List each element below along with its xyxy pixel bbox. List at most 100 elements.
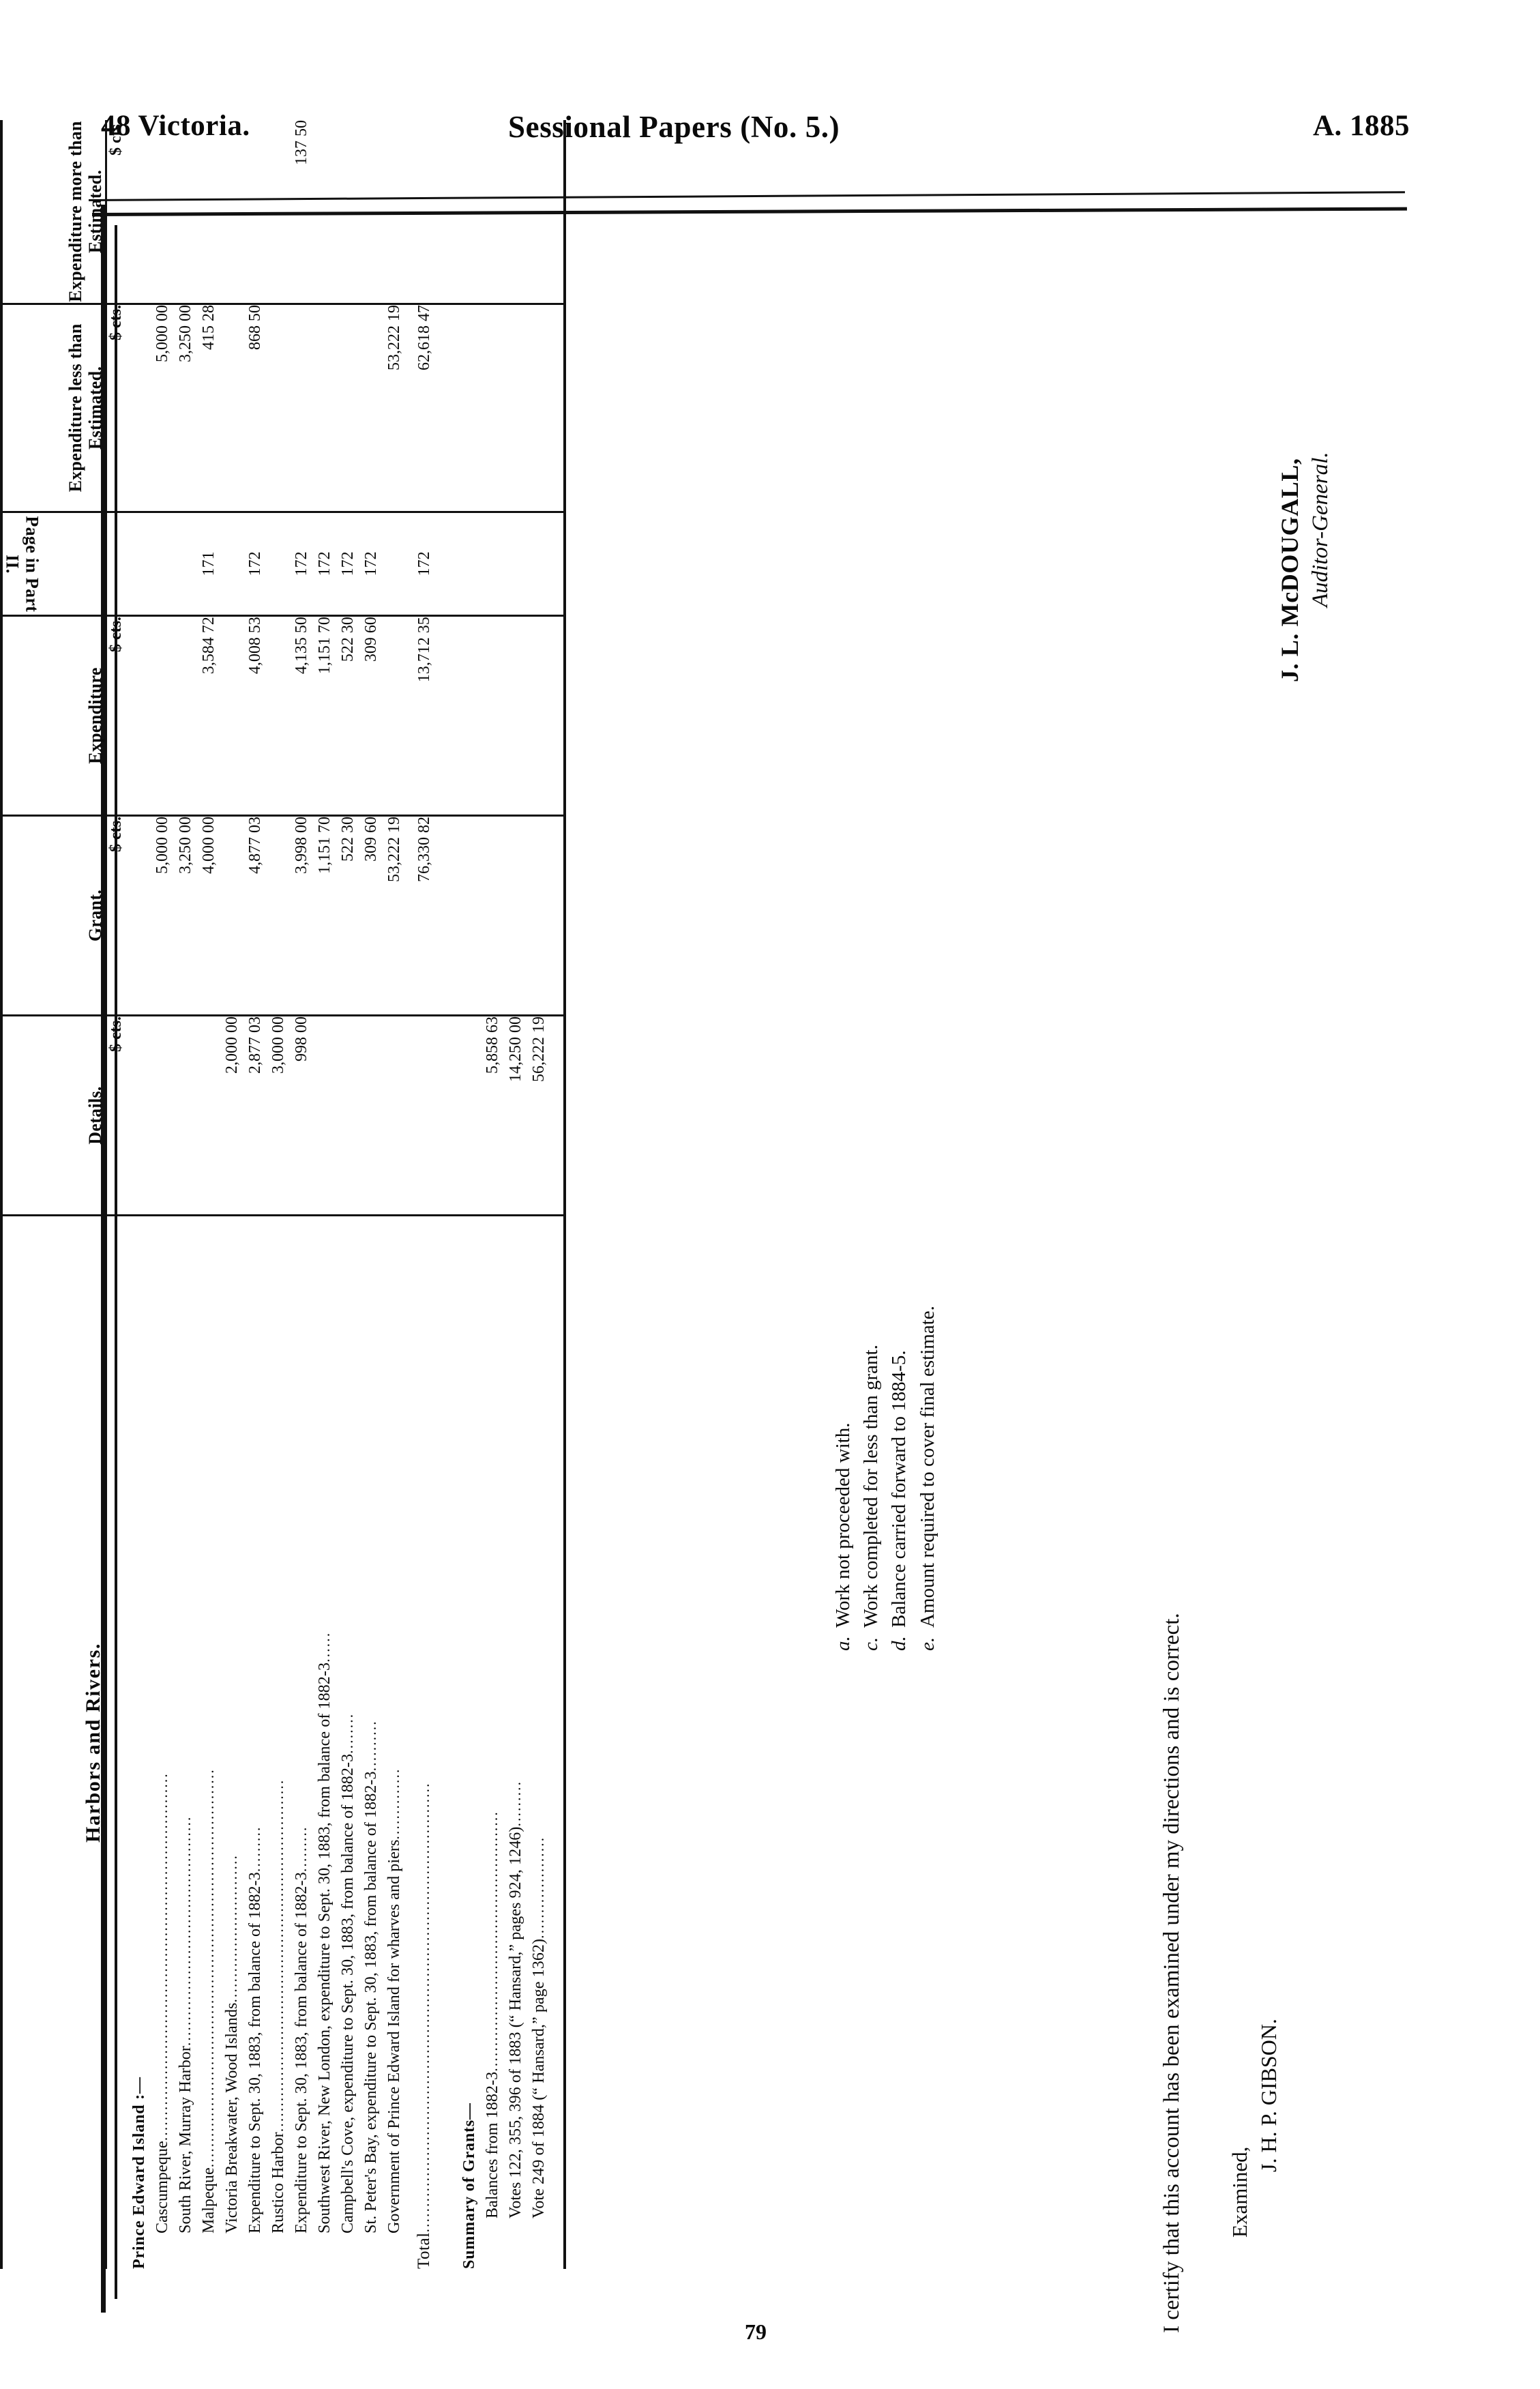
table-row: Expenditure to Sept. 30, 1883, from bala…	[288, 120, 311, 2269]
row-label: Southwest River, New London, expenditure…	[311, 1215, 334, 2269]
row-leader-dots: ........................................…	[153, 1772, 171, 2141]
summary-heading-details-cell	[456, 1015, 479, 1216]
row-grant: 309 60	[357, 815, 381, 1016]
column-header-expenditure: Expenditure	[1, 615, 106, 816]
group-heading-page-cell	[125, 512, 149, 616]
total-page: 172	[404, 512, 438, 616]
row-label: Malpeque................................…	[195, 1215, 218, 2269]
row-grant: 53,222 19	[381, 815, 404, 1016]
row-leader-dots: ........................................…	[200, 1768, 217, 2168]
total-more	[404, 120, 438, 304]
row-more: 137 50	[288, 120, 311, 304]
footnote-key: e.	[916, 1637, 938, 1651]
summary-body: Balances from 1882-3....................…	[479, 120, 548, 2269]
row-less	[357, 304, 381, 512]
table-row: Cascumpeque.............................…	[149, 120, 172, 2269]
total-label: Total	[415, 2232, 433, 2269]
summary-heading-grant-cell	[456, 815, 479, 1016]
row-more	[218, 120, 241, 304]
footnote-key: c.	[860, 1637, 883, 1651]
row-label-text: Southwest River, New London, expenditure…	[316, 1662, 334, 2233]
spacer-expenditure-cell	[438, 615, 456, 816]
row-label-text: Campbell's Cove, expenditure to Sept. 30…	[339, 1753, 357, 2233]
bottom-rule-expenditure	[548, 615, 565, 816]
table-row: Government of Prince Edward Island for w…	[381, 120, 404, 2269]
row-page	[172, 512, 195, 616]
summary-label-text: Votes 122, 355, 396 of 1883 (“ Hansard,”…	[507, 1826, 524, 2219]
examined-label: Examined,	[1228, 2146, 1252, 2238]
money-heading-row: $ cts. $ cts. $ cts. $ cts. $ cts.	[106, 120, 125, 2269]
footnote-key: a.	[832, 1636, 854, 1651]
row-page	[149, 512, 172, 616]
page-title: Sessional Papers (No. 5.)	[508, 110, 840, 144]
row-details: 2,877 03	[241, 1015, 265, 1216]
row-label-text: South River, Murray Harbor	[177, 2046, 194, 2233]
row-more	[172, 120, 195, 304]
row-details	[311, 1015, 334, 1216]
total-label-cell: Total...................................…	[404, 1215, 438, 2269]
group-heading-details-cell	[125, 1015, 149, 1216]
footnote-key: d.	[888, 1636, 910, 1651]
row-label: St. Peter's Bay, expenditure to Sept. 30…	[357, 1215, 381, 2269]
bottom-rule-page	[548, 512, 565, 616]
row-details	[357, 1015, 381, 1216]
summary-leader-dots: .........	[507, 1780, 524, 1827]
column-header-expenditure-more-than-estimated: Expenditure more than Estimated.	[1, 120, 106, 304]
spacer-less-cell	[438, 304, 456, 512]
table-body: Cascumpeque.............................…	[149, 120, 404, 2269]
group-heading-less-cell	[125, 304, 149, 512]
money-heading-expenditure: $ cts.	[106, 615, 125, 816]
row-leader-dots: .........	[293, 1826, 310, 1873]
row-less: 868 50	[241, 304, 265, 512]
summary-more-cell	[525, 120, 548, 304]
summary-label: Balances from 1882-3....................…	[479, 1215, 502, 2269]
row-expenditure	[149, 615, 172, 816]
summary-expenditure-cell	[525, 615, 548, 816]
table-row: St. Peter's Bay, expenditure to Sept. 30…	[357, 120, 381, 2269]
row-expenditure: 522 30	[334, 615, 357, 816]
table-bottom-rule-row	[548, 120, 565, 2269]
money-heading-grant: $ cts.	[106, 815, 125, 1016]
row-page	[218, 512, 241, 616]
row-grant: 3,998 00	[288, 815, 311, 1016]
row-more	[241, 120, 265, 304]
row-expenditure	[265, 615, 288, 816]
row-page: 172	[311, 512, 334, 616]
summary-more-cell	[502, 120, 525, 304]
summary-label: Vote 249 of 1884 (“ Hansard,” page 1362)…	[525, 1215, 548, 2269]
footnote-text: Balance carried forward to 1884-5.	[888, 1350, 910, 1628]
table-row: Rustico Harbor..........................…	[265, 120, 288, 2269]
row-more	[195, 120, 218, 304]
page-header: 48 Victoria. Sessional Papers (No. 5.) A…	[0, 109, 1540, 157]
column-header-details: Details.	[1, 1015, 106, 1216]
row-page: 171	[195, 512, 218, 616]
row-expenditure: 4,008 53	[241, 615, 265, 816]
row-more	[357, 120, 381, 304]
row-grant: 522 30	[334, 815, 357, 1016]
column-header-grant: Grant.	[1, 815, 106, 1016]
summary-more-cell	[479, 120, 502, 304]
row-grant: 4,000 00	[195, 815, 218, 1016]
summary-page-cell	[525, 512, 548, 616]
row-label: Expenditure to Sept. 30, 1883, from bala…	[288, 1215, 311, 2269]
summary-heading-row: Summary of Grants—	[456, 120, 479, 2269]
page-number: 79	[745, 2319, 767, 2344]
row-details	[334, 1015, 357, 1216]
row-leader-dots: ........................................…	[269, 1778, 286, 2132]
summary-row: Balances from 1882-3....................…	[479, 120, 502, 2269]
summary-heading-expenditure-cell	[456, 615, 479, 816]
row-more	[311, 120, 334, 304]
row-label: Victoria Breakwater, Wood Islands.......…	[218, 1215, 241, 2269]
row-expenditure	[218, 615, 241, 816]
row-more	[381, 120, 404, 304]
row-details: 2,000 00	[218, 1015, 241, 1216]
row-expenditure: 4,135 50	[288, 615, 311, 816]
summary-page-cell	[479, 512, 502, 616]
row-grant: 3,250 00	[172, 815, 195, 1016]
row-leader-dots: ..........	[362, 1720, 379, 1772]
row-page	[381, 512, 404, 616]
summary-grant-cell	[525, 815, 548, 1016]
row-label-text: Government of Prince Edward Island for w…	[385, 1839, 403, 2233]
summary-value: 5,858 63	[479, 1015, 502, 1216]
column-header-page-in-part-ii: Page in Part II.	[1, 512, 106, 616]
